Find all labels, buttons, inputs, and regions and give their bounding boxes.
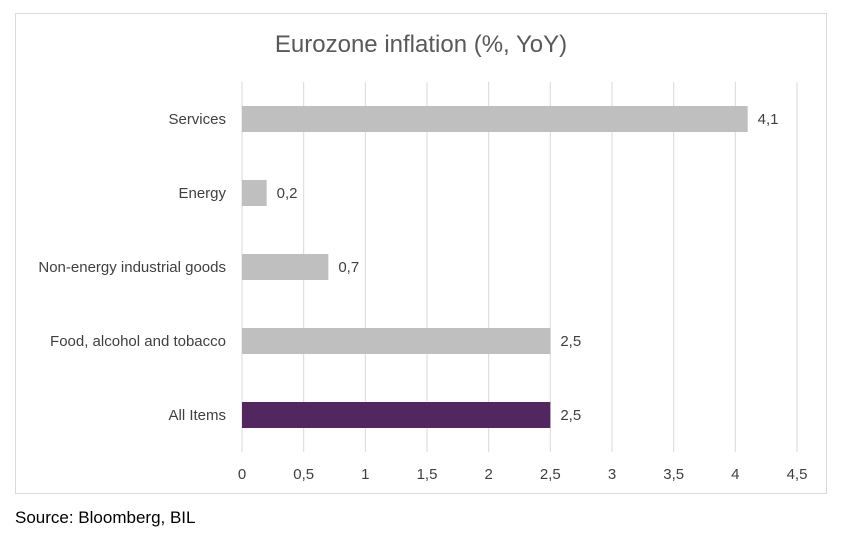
x-tick-label: 1,5	[417, 466, 438, 483]
category-label: Energy	[178, 185, 226, 202]
bar	[242, 180, 267, 206]
category-label: Non-energy industrial goods	[38, 259, 226, 276]
bar	[242, 328, 551, 354]
x-tick-label: 4,5	[787, 466, 808, 483]
data-label: 2,5	[560, 333, 581, 350]
x-axis-tick-labels: 0 0,5 1 1,5 2 2,5 3 3,5 4 4,5	[238, 466, 808, 483]
category-label: All Items	[168, 407, 226, 424]
data-label: 0,2	[277, 185, 298, 202]
x-tick-label: 3,5	[663, 466, 684, 483]
source-note: Source: Bloomberg, BIL	[15, 508, 196, 527]
x-tick-label: 0,5	[293, 466, 314, 483]
x-tick-label: 4	[731, 466, 739, 483]
data-label: 4,1	[758, 111, 779, 128]
chart-title: Eurozone inflation (%, YoY)	[275, 31, 567, 58]
data-labels: 4,1 0,2 0,7 2,5 2,5	[277, 111, 779, 424]
data-label: 2,5	[560, 407, 581, 424]
gridlines	[241, 82, 798, 452]
bar	[242, 402, 551, 428]
category-labels: Services Energy Non-energy industrial good…	[38, 111, 226, 424]
bar	[242, 254, 329, 280]
x-tick-label: 1	[361, 466, 369, 483]
category-label: Services	[168, 111, 226, 128]
category-label: Food, alcohol and tobacco	[50, 333, 226, 350]
bars	[242, 106, 748, 428]
x-tick-label: 2,5	[540, 466, 561, 483]
x-tick-label: 3	[608, 466, 616, 483]
x-tick-label: 0	[238, 466, 246, 483]
bar	[242, 106, 748, 132]
data-label: 0,7	[338, 259, 359, 276]
x-tick-label: 2	[484, 466, 492, 483]
